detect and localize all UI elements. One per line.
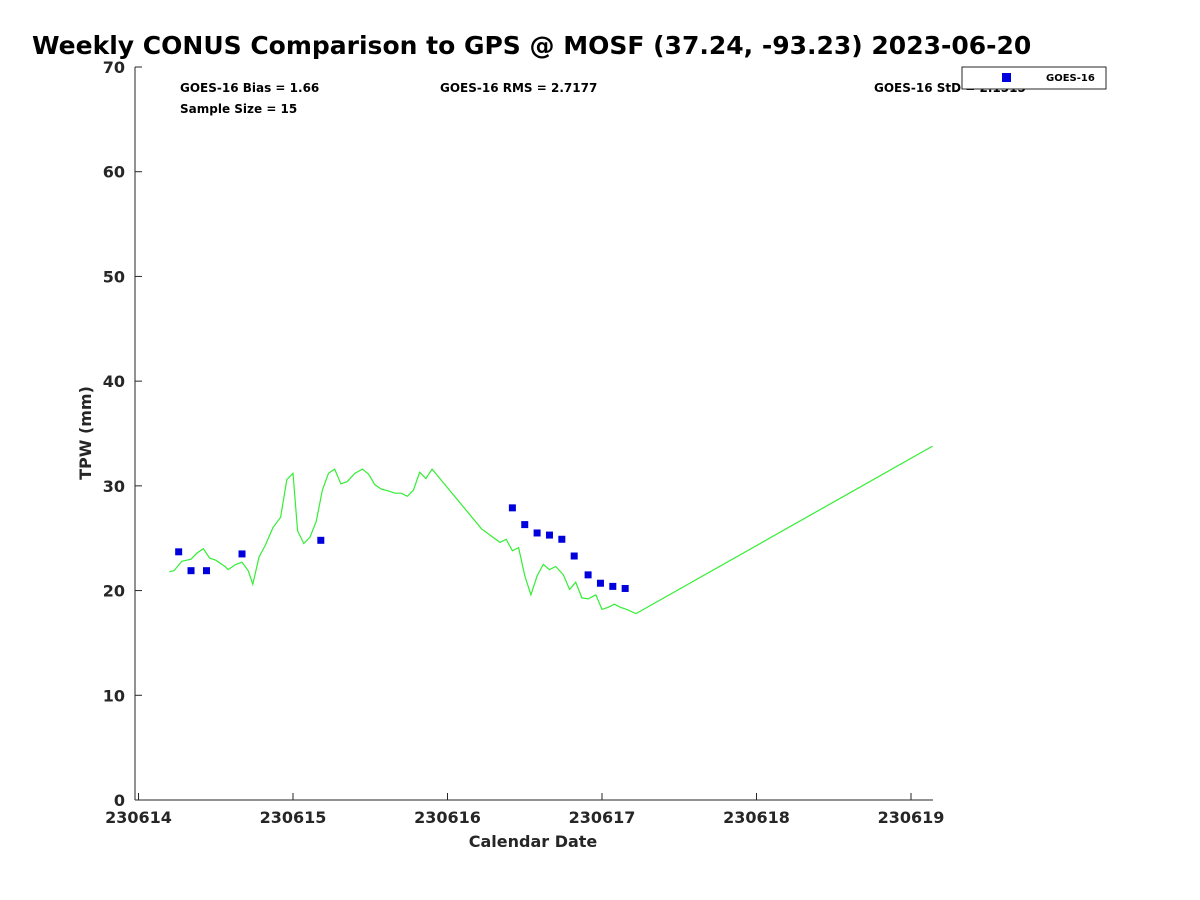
- x-tick-label: 230619: [878, 808, 945, 827]
- stats-annotations: GOES-16 Bias = 1.66 GOES-16 RMS = 2.7177…: [180, 81, 1026, 116]
- legend: GOES-16: [961, 66, 1107, 90]
- goes16-data-point: [570, 552, 578, 560]
- goes16-data-point: [533, 529, 541, 537]
- legend-marker-goes16: [1002, 73, 1011, 82]
- goes16-data-point: [621, 584, 629, 592]
- gps-series-line: [169, 445, 933, 615]
- goes16-data-point: [521, 521, 529, 529]
- y-ticks: 0 10 20 30 40 50 60 70: [103, 58, 142, 810]
- y-tick-label: 0: [114, 791, 125, 810]
- x-ticks: 230614 230615 230616 230617 230618 230619: [105, 793, 944, 827]
- goes16-data-point: [545, 531, 553, 539]
- x-tick-label: 230617: [569, 808, 636, 827]
- bias-stat: GOES-16 Bias = 1.66: [180, 81, 319, 95]
- x-tick-label: 230616: [414, 808, 481, 827]
- y-tick-label: 40: [103, 372, 125, 391]
- y-axis-label: TPW (mm): [76, 386, 95, 480]
- y-tick-label: 20: [103, 582, 125, 601]
- sample-size-stat: Sample Size = 15: [180, 102, 297, 116]
- rms-stat: GOES-16 RMS = 2.7177: [440, 81, 597, 95]
- x-tick-label: 230615: [260, 808, 327, 827]
- x-axis-label: Calendar Date: [469, 832, 598, 851]
- legend-box: [961, 66, 1107, 90]
- chart-title: Weekly CONUS Comparison to GPS @ MOSF (3…: [32, 31, 1031, 60]
- goes16-data-point: [317, 536, 325, 544]
- goes16-data-point: [187, 567, 195, 575]
- goes16-data-point: [508, 504, 516, 512]
- goes16-data-point: [609, 582, 617, 590]
- goes16-data-point: [584, 571, 592, 579]
- x-tick-label: 230614: [105, 808, 172, 827]
- y-tick-label: 10: [103, 686, 125, 705]
- goes16-data-point: [238, 550, 246, 558]
- series-layer: [169, 445, 933, 615]
- y-tick-label: 70: [103, 58, 125, 77]
- x-tick-label: 230618: [723, 808, 790, 827]
- y-tick-label: 50: [103, 267, 125, 286]
- goes16-data-point: [175, 548, 183, 556]
- y-tick-label: 30: [103, 477, 125, 496]
- goes16-data-point: [596, 579, 604, 587]
- axes: [134, 67, 933, 801]
- goes16-data-point: [558, 535, 566, 543]
- goes16-data-point: [202, 567, 210, 575]
- y-tick-label: 60: [103, 163, 125, 182]
- legend-label-goes16: GOES-16: [1046, 73, 1095, 84]
